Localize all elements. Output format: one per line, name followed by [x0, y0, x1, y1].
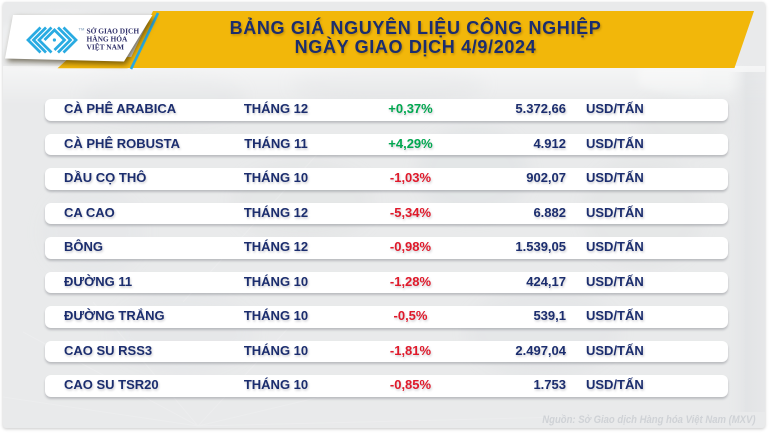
svg-text:HÀNG HÓA: HÀNG HÓA: [87, 34, 129, 44]
svg-text:SỞ GIAO DỊCH: SỞ GIAO DỊCH: [87, 26, 140, 36]
svg-text:VIỆT NAM: VIỆT NAM: [87, 43, 124, 52]
svg-text:TM: TM: [79, 27, 85, 32]
